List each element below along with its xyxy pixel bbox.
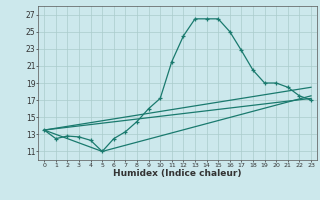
X-axis label: Humidex (Indice chaleur): Humidex (Indice chaleur) [113, 169, 242, 178]
